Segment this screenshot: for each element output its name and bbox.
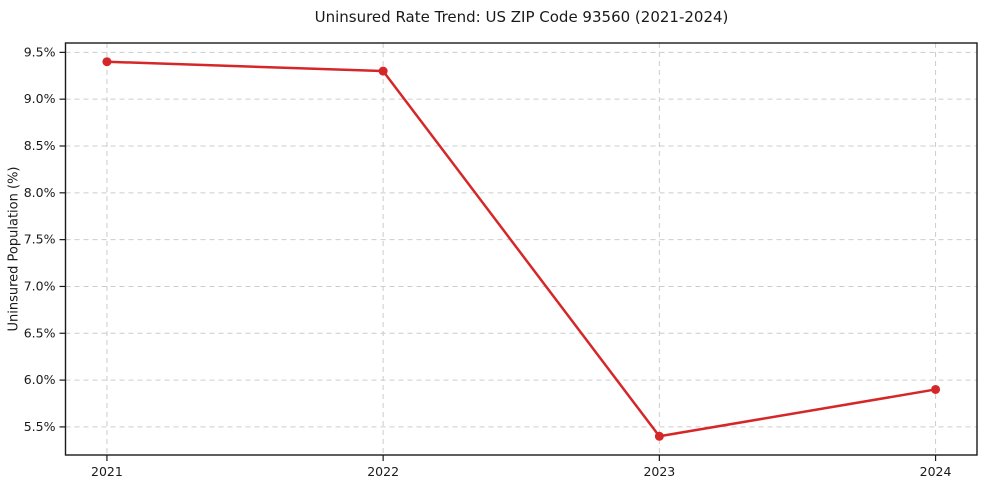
data-point: [102, 57, 112, 67]
y-tick-label: 7.0%: [24, 278, 56, 293]
y-tick-label: 7.5%: [24, 232, 56, 247]
y-tick-label: 6.5%: [24, 325, 56, 340]
x-tick-label: 2021: [91, 464, 123, 479]
y-tick-label: 5.5%: [24, 419, 56, 434]
y-tick-label: 8.0%: [24, 185, 56, 200]
x-tick-label: 2022: [367, 464, 399, 479]
x-tick-label: 2024: [920, 464, 952, 479]
data-point: [378, 66, 388, 76]
chart-title: Uninsured Rate Trend: US ZIP Code 93560 …: [314, 8, 729, 26]
y-tick-label: 9.0%: [24, 91, 56, 106]
data-point: [931, 384, 941, 394]
plot-border: [64, 42, 978, 456]
y-tick-label: 9.5%: [24, 44, 56, 59]
y-tick-label: 8.5%: [24, 138, 56, 153]
x-tick-label: 2023: [643, 464, 675, 479]
data-point: [654, 431, 664, 441]
y-tick-label: 6.0%: [24, 372, 56, 387]
series-line: [105, 60, 937, 438]
